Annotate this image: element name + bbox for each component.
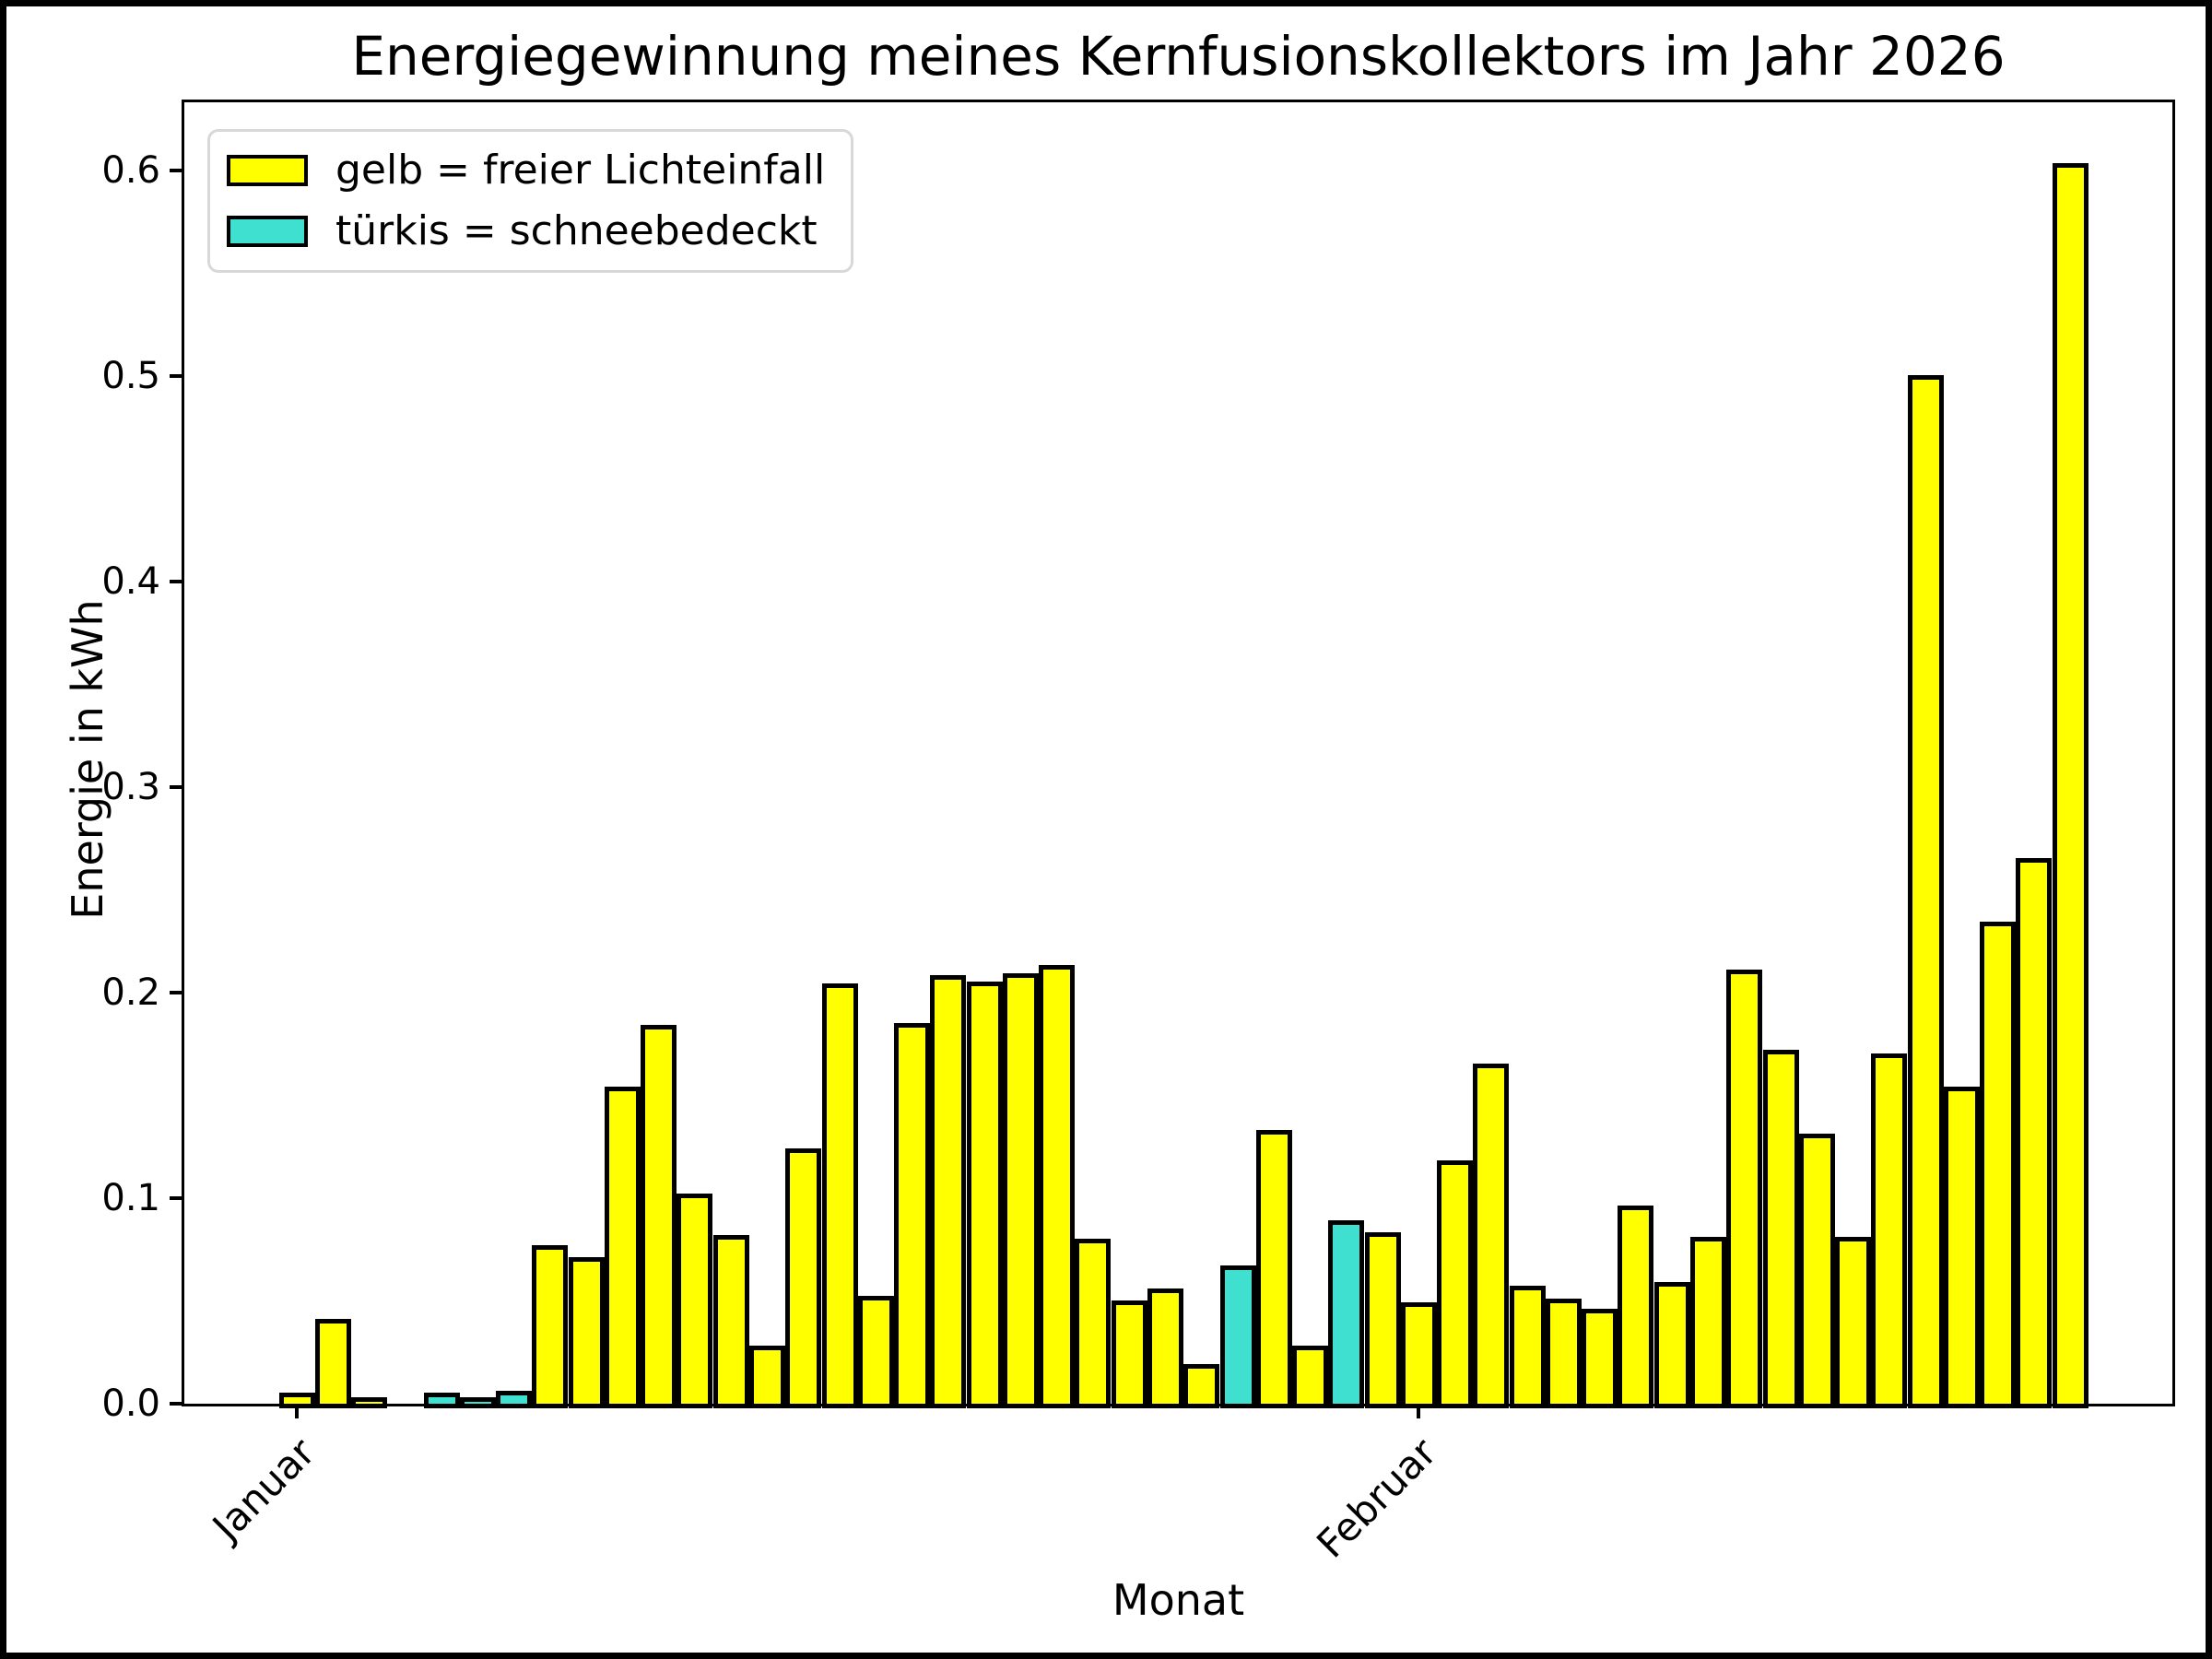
bar-januar-9: [568, 1257, 605, 1408]
x-axis-label: Monat: [1112, 1575, 1245, 1625]
bar-februar-3: [1473, 1064, 1510, 1408]
y-tick-0.1: [170, 1195, 184, 1200]
bar-januar-26: [1183, 1364, 1220, 1408]
legend-item-free-light: gelb = freier Lichteinfall: [227, 147, 825, 194]
bar-januar-10: [604, 1087, 641, 1408]
bar-februar-15: [1907, 375, 1944, 1408]
chart-title: Energiegewinnung meines Kernfusionskolle…: [351, 25, 2006, 88]
plot-area: [182, 100, 2175, 1408]
bar-januar-24: [1111, 1300, 1147, 1408]
y-tick-label: 0.3: [101, 765, 160, 808]
y-tick-label: 0.1: [101, 1176, 160, 1219]
bar-januar-20: [966, 982, 1003, 1408]
bar-februar-6: [1582, 1309, 1618, 1408]
bar-februar-13: [1835, 1237, 1872, 1408]
bar-januar-15: [785, 1148, 822, 1408]
bar-januar-27: [1219, 1265, 1256, 1408]
bar-januar-12: [677, 1194, 713, 1408]
bar-januar-7: [496, 1391, 533, 1408]
y-axis-label: Energie in kWh: [63, 599, 112, 920]
bar-februar-17: [1980, 922, 2017, 1408]
bar-februar-2: [1437, 1160, 1474, 1408]
bar-januar-19: [930, 975, 967, 1408]
bar-februar-5: [1545, 1299, 1582, 1408]
bar-februar-4: [1509, 1286, 1546, 1408]
y-tick-label: 0.2: [101, 971, 160, 1014]
bar-januar-11: [641, 1025, 677, 1408]
bar-januar-13: [712, 1235, 749, 1408]
bar-januar-5: [423, 1393, 460, 1408]
x-tick-label-februar: Februar: [1308, 1430, 1446, 1567]
bar-februar-10: [1726, 970, 1763, 1408]
bar-februar-16: [1943, 1087, 1980, 1408]
x-tick-februar: [1417, 1404, 1421, 1418]
bar-februar-18: [2016, 858, 2053, 1408]
x-tick-januar: [295, 1404, 299, 1418]
bar-januar-2: [314, 1319, 351, 1408]
bar-januar-29: [1292, 1346, 1329, 1408]
bar-februar-9: [1690, 1237, 1727, 1408]
bar-februar-19: [2052, 163, 2088, 1408]
bar-januar-14: [749, 1346, 785, 1408]
bar-januar-25: [1147, 1288, 1183, 1408]
y-tick-label: 0.4: [101, 559, 160, 603]
bar-januar-28: [1255, 1130, 1292, 1408]
x-tick-label-januar: Januar: [203, 1430, 324, 1549]
y-tick-0.6: [170, 168, 184, 172]
legend-label-free-light: gelb = freier Lichteinfall: [335, 147, 826, 194]
bar-februar-8: [1653, 1282, 1690, 1408]
bar-januar-6: [459, 1397, 496, 1408]
bar-januar-17: [857, 1296, 894, 1408]
bar-februar-7: [1618, 1206, 1654, 1408]
legend: gelb = freier Lichteinfall türkis = schn…: [207, 129, 854, 273]
bar-januar-16: [821, 983, 858, 1408]
bar-januar-18: [894, 1023, 931, 1408]
y-tick-label: 0.0: [101, 1382, 160, 1425]
legend-swatch-turquoise: [227, 216, 308, 247]
y-tick-0.2: [170, 990, 184, 994]
legend-item-snow-covered: türkis = schneebedeckt: [227, 207, 825, 255]
y-tick-0.4: [170, 579, 184, 583]
legend-label-snow-covered: türkis = schneebedeckt: [335, 207, 818, 254]
bar-januar-8: [532, 1245, 569, 1408]
y-tick-0.5: [170, 373, 184, 378]
bar-januar-23: [1075, 1239, 1112, 1408]
bar-januar-30: [1328, 1220, 1365, 1408]
bar-januar-3: [351, 1397, 388, 1408]
y-tick-0.3: [170, 784, 184, 789]
bar-februar-11: [1762, 1050, 1799, 1408]
y-tick-0.0: [170, 1402, 184, 1406]
bar-januar-21: [1002, 973, 1039, 1408]
bar-januar-31: [1364, 1232, 1401, 1408]
bar-februar-1: [1400, 1302, 1437, 1408]
bar-januar-22: [1039, 965, 1076, 1408]
bar-februar-12: [1798, 1134, 1835, 1408]
bar-februar-14: [1871, 1053, 1908, 1408]
y-tick-label: 0.6: [101, 148, 160, 192]
legend-swatch-yellow: [227, 155, 308, 186]
y-tick-label: 0.5: [101, 354, 160, 397]
